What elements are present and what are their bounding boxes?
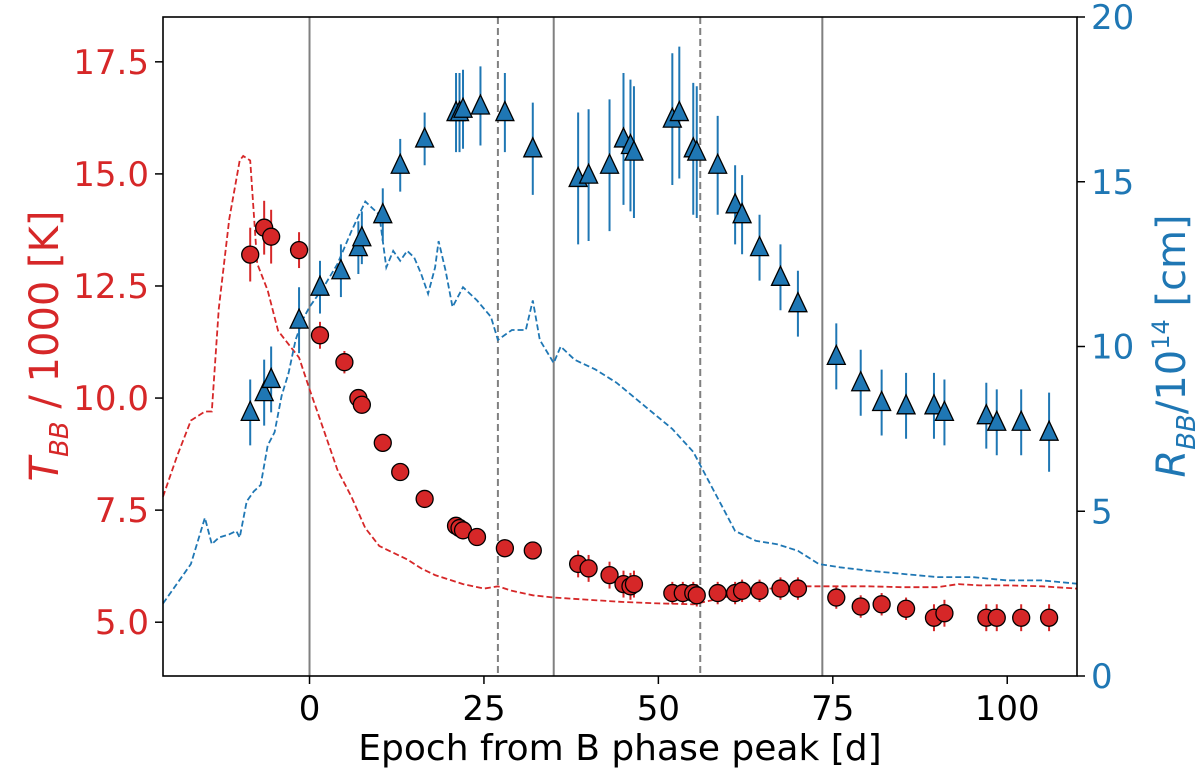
right-axis-label-sub: BB	[1172, 414, 1200, 450]
radius-point	[923, 393, 944, 415]
x-tick-label: 0	[299, 689, 321, 729]
error-bars	[249, 46, 1051, 632]
x-tick-label: 100	[975, 689, 1040, 729]
data-markers	[240, 93, 1060, 627]
radius-model-line	[162, 199, 1078, 605]
temperature-point	[624, 574, 644, 594]
left-axis-label-rest: / 1000 [K]	[22, 211, 68, 422]
temperature-point	[732, 581, 752, 600]
radius-point	[240, 399, 261, 422]
temperature-point	[708, 583, 727, 603]
left-y-tick-label: 7.5	[95, 491, 149, 531]
radius-point	[850, 370, 871, 392]
right-axis-label-main: R	[1149, 450, 1195, 478]
left-axis-label-main: T	[22, 453, 68, 481]
x-tick-label: 25	[462, 689, 505, 729]
radius-point	[351, 225, 372, 247]
radius-point	[787, 291, 808, 313]
left-y-tick-label: 15.0	[73, 155, 149, 195]
radius-point	[686, 139, 707, 161]
right-axis-label-sup: 14	[1147, 319, 1175, 350]
temperature-point	[771, 579, 790, 598]
radius-point	[770, 264, 791, 286]
radius-point	[976, 403, 997, 425]
temperature-point	[896, 599, 916, 618]
temperature-point	[289, 240, 309, 260]
right-y-tick-label: 15	[1091, 163, 1134, 203]
temperature-model-line	[162, 154, 1078, 606]
temperature-point	[750, 581, 769, 600]
x-tick-label: 50	[637, 689, 680, 729]
right-y-tick-label: 10	[1091, 328, 1134, 368]
temperature-point	[523, 541, 542, 560]
radius-point	[578, 162, 599, 184]
radius-point	[522, 136, 543, 158]
temperature-point	[935, 604, 954, 623]
right-y-tick-label: 0	[1091, 657, 1113, 697]
left-axis-label-sub: BB	[45, 421, 75, 457]
radius-point	[414, 126, 435, 148]
radius-point	[732, 202, 753, 224]
radius-point	[452, 96, 474, 118]
temperature-point	[827, 588, 846, 607]
radius-point	[1039, 419, 1060, 441]
radius-point	[826, 343, 847, 366]
left-y-tick-label: 10.0	[73, 379, 149, 419]
radius-point	[372, 202, 393, 224]
radius-point	[986, 409, 1007, 431]
x-tick-label: 75	[811, 689, 854, 729]
right-y-tick-label: 5	[1091, 492, 1113, 532]
radius-point	[254, 380, 275, 402]
left-axis-label: TBB / 1000 [K]	[22, 211, 75, 482]
temperature-point	[391, 462, 410, 482]
temperature-point	[687, 586, 706, 605]
radius-point	[599, 152, 620, 174]
radius-point	[934, 399, 955, 422]
temperature-point	[1012, 608, 1031, 627]
right-y-tick-label: 20	[1091, 0, 1134, 38]
temperature-point	[467, 527, 487, 547]
temperature-point	[415, 489, 434, 509]
right-axis-label-rest: [cm]	[1149, 214, 1195, 319]
temperature-point	[788, 579, 808, 598]
left-y-tick-label: 17.5	[73, 43, 149, 83]
radius-point	[896, 393, 917, 415]
radius-point	[261, 366, 282, 389]
temperature-point	[1039, 608, 1059, 627]
radius-point	[749, 235, 770, 257]
temperature-point	[352, 395, 371, 414]
temperature-point	[495, 539, 515, 558]
radius-point	[871, 389, 892, 412]
radius-point	[390, 152, 411, 174]
temperature-point	[987, 608, 1006, 627]
x-axis-label: Epoch from B phase peak [d]	[358, 728, 881, 769]
radius-point	[494, 100, 515, 122]
radius-point	[309, 274, 331, 296]
axis-ticks: 0 25 50 75 100 5.0 7.5 10.0 12.5 15.0 17.5 0 5 10 15 20	[73, 0, 1134, 729]
temperature-point	[335, 353, 354, 372]
temperature-point	[241, 245, 260, 264]
radius-point	[669, 100, 690, 122]
left-y-tick-label: 5.0	[95, 603, 149, 643]
radius-point	[330, 258, 351, 280]
temperature-point	[579, 559, 598, 578]
radius-point	[289, 307, 310, 329]
temperature-point	[261, 227, 281, 246]
radius-point	[1011, 409, 1032, 431]
radius-point	[623, 139, 644, 161]
right-axis-label: RBB/1014 [cm]	[1147, 214, 1200, 477]
phase-lines	[308, 17, 824, 676]
temperature-point	[851, 597, 870, 616]
radius-point	[707, 152, 728, 174]
right-axis-label-mid: /10	[1149, 350, 1195, 414]
temperature-point	[373, 433, 392, 453]
temperature-point	[310, 326, 330, 345]
radius-point	[470, 93, 491, 115]
model-curves	[162, 154, 1078, 606]
temperature-point	[600, 565, 619, 585]
temperature-point	[872, 595, 891, 614]
left-y-tick-label: 12.5	[73, 267, 149, 307]
